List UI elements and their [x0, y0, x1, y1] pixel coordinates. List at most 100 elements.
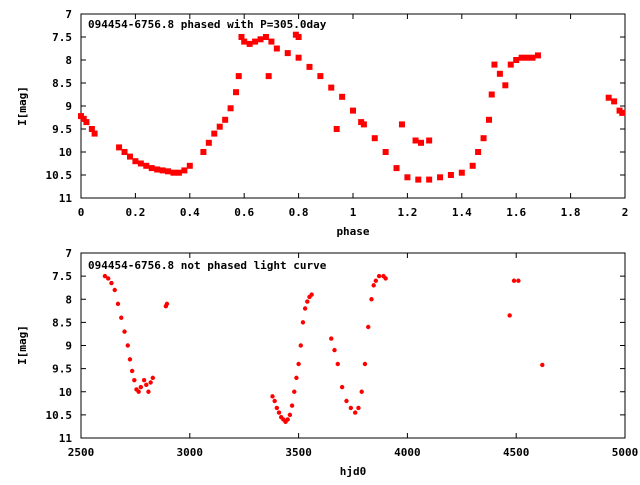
data-point: [475, 149, 482, 155]
data-point: [285, 417, 290, 422]
data-point: [329, 336, 334, 341]
data-point: [611, 98, 618, 105]
data-point: [102, 273, 108, 279]
data-point: [216, 123, 223, 130]
data-point: [352, 410, 358, 415]
data-point: [148, 380, 153, 385]
data-point: [302, 306, 308, 311]
data-point: [496, 70, 503, 77]
data-point: [211, 130, 218, 137]
data-point: [106, 276, 111, 281]
data-point: [480, 135, 487, 142]
data-point: [159, 167, 166, 174]
unphased-light-curve-panel: 094454-6756.8 not phased light curve hjd…: [16, 247, 638, 478]
data-point: [516, 278, 521, 283]
data-point: [295, 34, 302, 40]
data-point: [328, 84, 335, 91]
data-point: [393, 165, 400, 172]
x-tick-label: 2500: [68, 446, 95, 459]
data-point: [358, 119, 365, 126]
data-point: [109, 280, 114, 286]
x-tick-label: 0: [78, 206, 85, 219]
x-tick-label: 0.6: [234, 206, 254, 219]
data-point: [339, 93, 346, 100]
data-point: [309, 292, 314, 297]
y-axis-label: I[mag]: [16, 325, 29, 365]
y-tick-label: 7: [65, 247, 72, 260]
data-point: [382, 149, 389, 155]
data-point: [426, 137, 433, 144]
y-tick-label: 8.5: [52, 316, 72, 329]
x-tick-label: 0.8: [289, 206, 309, 219]
y-tick-label: 8.5: [52, 77, 72, 90]
chart-title: 094454-6756.8 phased with P=305.0day: [88, 18, 327, 31]
y-axis-label: I[mag]: [16, 86, 29, 126]
data-point: [491, 61, 498, 68]
data-point: [295, 54, 302, 61]
data-point: [348, 405, 354, 411]
y-tick-label: 8: [65, 293, 72, 306]
data-points: [102, 273, 545, 425]
data-point: [241, 38, 248, 45]
data-point: [366, 324, 371, 330]
data-point: [507, 313, 512, 318]
x-tick-label: 1.2: [397, 206, 417, 219]
x-tick-label: 1: [350, 206, 357, 219]
data-point: [511, 278, 517, 283]
data-point: [333, 126, 340, 132]
data-point: [122, 329, 127, 334]
axis-ticks: 2500 3000 3500 4000 4500 5000 7 7.5 8 8.5 9 9.5 10 10…: [46, 247, 639, 459]
data-point: [186, 162, 193, 169]
data-point: [119, 315, 124, 320]
data-point: [138, 384, 144, 390]
y-tick-label: 7.5: [52, 270, 72, 283]
chart-title: 094454-6756.8 not phased light curve: [88, 259, 327, 272]
data-point: [356, 405, 361, 411]
data-point: [383, 276, 388, 281]
data-point: [540, 362, 545, 368]
data-point: [376, 273, 382, 279]
y-tick-label: 9: [65, 340, 72, 353]
x-tick-label: 4000: [394, 446, 421, 459]
data-point: [252, 38, 259, 45]
data-point: [524, 54, 531, 61]
x-tick-label: 1.4: [452, 206, 472, 219]
x-axis-label: hjd0: [340, 465, 367, 478]
data-point: [125, 343, 130, 348]
data-point: [262, 34, 269, 40]
data-point: [233, 89, 240, 96]
x-tick-label: 5000: [612, 446, 639, 459]
y-tick-label: 9.5: [52, 363, 72, 376]
data-point: [80, 115, 87, 122]
data-point: [129, 368, 135, 374]
data-point: [268, 38, 275, 45]
data-point: [306, 63, 313, 70]
x-tick-label: 0.2: [125, 206, 145, 219]
data-point: [116, 144, 123, 151]
data-point: [418, 139, 424, 146]
data-point: [296, 361, 301, 367]
x-tick-label: 0.4: [180, 206, 200, 219]
x-tick-label: 2: [622, 206, 629, 219]
data-point: [415, 176, 422, 183]
data-point: [507, 61, 514, 68]
data-point: [317, 73, 324, 80]
data-points: [78, 31, 626, 183]
data-point: [486, 116, 492, 123]
data-point: [298, 343, 303, 348]
data-point: [518, 54, 525, 61]
data-point: [305, 299, 310, 304]
y-tick-label: 8: [65, 54, 72, 67]
data-point: [144, 382, 149, 388]
data-point: [88, 126, 95, 132]
y-tick-label: 11: [59, 432, 73, 445]
data-point: [132, 377, 137, 383]
data-point: [469, 162, 476, 169]
data-point: [143, 162, 150, 169]
x-tick-label: 3000: [177, 446, 204, 459]
data-point: [437, 174, 444, 181]
data-point: [404, 174, 411, 181]
x-tick-label: 1.6: [506, 206, 526, 219]
data-point: [274, 405, 280, 411]
